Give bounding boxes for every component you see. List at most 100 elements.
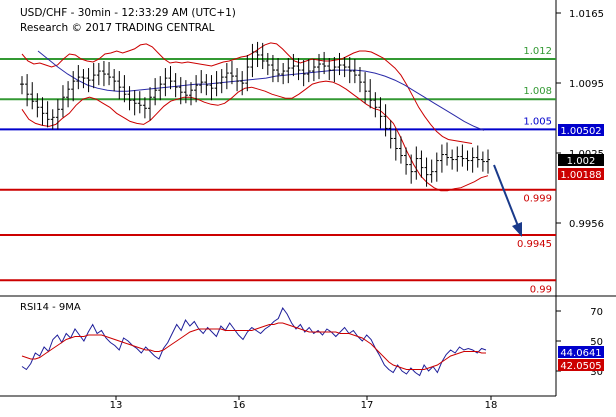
price-bar xyxy=(475,145,480,168)
price-bar xyxy=(270,54,275,83)
price-bar xyxy=(357,67,362,93)
rsi-y-tick-label: 50 xyxy=(590,337,603,348)
price-bar xyxy=(60,85,65,118)
price-bar xyxy=(96,63,101,86)
price-bar xyxy=(183,80,188,104)
price-bar xyxy=(373,92,378,118)
price-bar xyxy=(188,82,193,106)
price-bar xyxy=(434,152,439,182)
price-bar xyxy=(50,109,55,130)
price-bar xyxy=(163,68,168,97)
price-tag-label: 1.00502 xyxy=(560,126,601,137)
price-bar xyxy=(86,68,91,93)
price-bar xyxy=(470,147,475,173)
price-y-tick-label: 1.0165 xyxy=(569,9,604,20)
price-bar xyxy=(317,53,322,80)
price-bar xyxy=(455,146,460,172)
price-bar xyxy=(173,73,178,98)
price-bar xyxy=(393,128,398,161)
price-bar xyxy=(281,63,286,85)
price-tag-bg xyxy=(558,124,604,136)
price-bar xyxy=(55,99,60,130)
price-bar xyxy=(229,61,234,85)
forecast-arrowhead xyxy=(512,222,522,237)
price-bar xyxy=(168,66,173,90)
price-bar xyxy=(245,54,250,92)
price-bar xyxy=(219,69,224,94)
rsi-tag-bg xyxy=(558,346,604,358)
price-bar xyxy=(107,62,112,86)
level-label-5: 0.99 xyxy=(530,284,552,295)
price-tags-group: 1.00502 1.002 1.00188 xyxy=(558,124,604,181)
price-bar xyxy=(404,147,409,175)
price-bar xyxy=(122,75,127,103)
price-bar xyxy=(142,97,147,119)
price-bar xyxy=(148,87,153,121)
price-bar xyxy=(311,59,316,82)
price-tag-label: 1.00188 xyxy=(560,170,601,181)
price-bar xyxy=(363,72,368,104)
price-bars-group xyxy=(20,41,490,187)
price-bar xyxy=(378,97,383,129)
x-tick-label: 13 xyxy=(110,400,123,411)
level-label-0: 1.012 xyxy=(523,46,552,57)
price-bar xyxy=(383,104,388,137)
price-bar xyxy=(30,82,35,110)
price-bar xyxy=(352,59,357,84)
price-bar xyxy=(301,60,306,87)
price-tag-bg xyxy=(558,168,604,180)
forecast-arrow-shaft xyxy=(493,164,519,227)
price-bar xyxy=(342,56,347,78)
rsi-tag-bg xyxy=(558,359,604,371)
x-tick-label: 16 xyxy=(233,400,246,411)
price-bar xyxy=(429,159,434,183)
price-bar xyxy=(388,120,393,149)
rsi-title: RSI14 - 9MA xyxy=(20,302,81,313)
price-bar xyxy=(66,81,71,108)
level-label-2: 1.005 xyxy=(523,116,552,127)
rsi-tag-label: 42.0505 xyxy=(560,361,601,372)
price-bar xyxy=(414,146,419,180)
forecast-arrow xyxy=(493,164,522,237)
price-bar xyxy=(158,76,163,101)
price-bar xyxy=(368,79,373,109)
rsi-lines-group xyxy=(21,306,487,377)
price-bar xyxy=(91,63,96,89)
price-bar xyxy=(112,69,117,92)
price-bar xyxy=(127,86,132,111)
rsi-tag-label: 44.0641 xyxy=(560,348,601,359)
price-bar xyxy=(20,76,24,95)
price-bar xyxy=(224,63,229,90)
price-bar xyxy=(214,71,219,97)
price-bar xyxy=(439,144,444,173)
price-y-tick-label: 1.0095 xyxy=(569,79,604,90)
level-label-1: 1.008 xyxy=(523,86,552,97)
price-bar xyxy=(178,77,183,105)
price-bar xyxy=(25,74,30,107)
price-bar xyxy=(480,151,485,172)
price-bar xyxy=(204,74,209,96)
header-copyright: Research © 2017 TRADING CENTRAL xyxy=(20,22,215,34)
price-bar xyxy=(194,75,199,103)
price-bar xyxy=(419,150,424,178)
price-bar xyxy=(332,56,337,83)
price-bar xyxy=(40,97,45,126)
price-bar xyxy=(465,150,470,171)
price-bar xyxy=(460,144,465,167)
price-bar xyxy=(409,154,414,184)
price-bar xyxy=(286,57,291,84)
level-label-3: 0.999 xyxy=(523,194,552,205)
price-bar xyxy=(235,68,240,92)
x-tick-label: 18 xyxy=(485,400,498,411)
price-bar xyxy=(265,52,270,76)
price-bar xyxy=(260,42,265,70)
bollinger-lower-line xyxy=(21,80,489,192)
price-bar xyxy=(132,90,137,116)
price-bar xyxy=(327,57,332,81)
price-bar xyxy=(398,136,403,164)
price-bar xyxy=(71,71,76,102)
price-tag-bg xyxy=(558,154,604,166)
